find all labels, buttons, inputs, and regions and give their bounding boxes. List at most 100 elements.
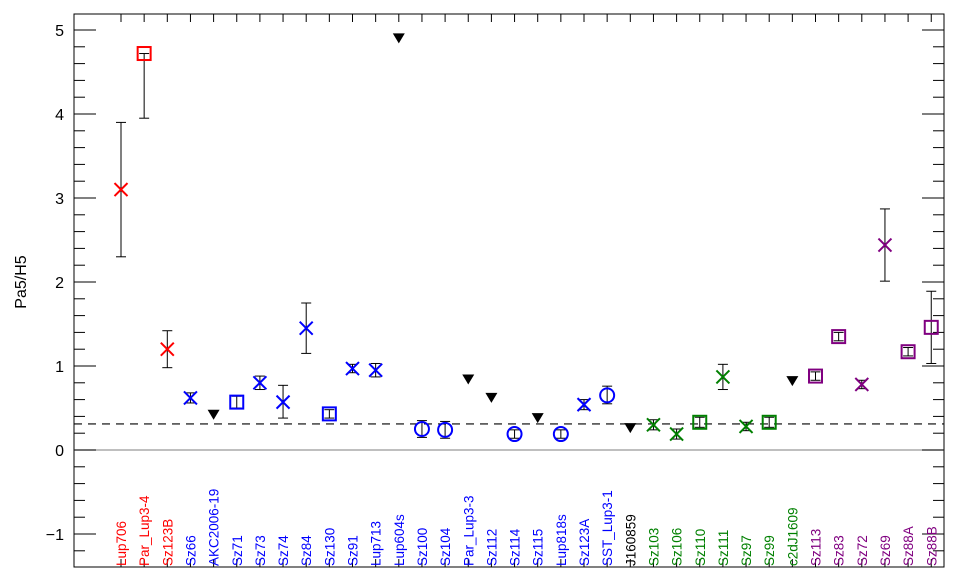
y-tick-label: 1 [55, 359, 64, 376]
data-points [113, 33, 939, 443]
plot-frame [73, 13, 945, 568]
point-x-Sz123B [160, 341, 175, 357]
category-label: Lup713 [369, 521, 384, 566]
point-square-Sz71 [229, 394, 245, 410]
category-label: Sz130 [322, 528, 337, 566]
plot-border [73, 13, 945, 568]
error-bars [116, 53, 937, 440]
upper-limit-marker-c2dJ1609 [786, 376, 799, 387]
point-square-Sz110 [692, 414, 708, 430]
point-x-Sz91 [345, 361, 360, 376]
category-label: c2dJ1609 [785, 507, 800, 566]
point-x-Sz66 [183, 390, 198, 406]
point-x-Sz97 [738, 419, 754, 434]
point-square-Sz130 [321, 406, 337, 422]
point-x-Lup706 [113, 182, 129, 197]
category-label: Sz113 [809, 529, 824, 566]
category-label: Sz103 [646, 528, 661, 566]
category-label: Par_Lup3-4 [137, 495, 152, 566]
point-x-Sz111 [715, 369, 731, 385]
error-bar [416, 420, 427, 438]
y-tick-label: −1 [46, 527, 64, 544]
x-axis-ticks [120, 14, 932, 567]
category-label: Lup706 [114, 521, 129, 566]
error-bar [903, 347, 914, 357]
category-label: Sz115 [531, 529, 546, 566]
upper-limit-marker-Par_Lup3-3 [462, 374, 475, 385]
category-label: Sz114 [508, 528, 523, 566]
category-label: Sz99 [762, 535, 777, 566]
point-x-Lup713 [368, 362, 383, 378]
category-label: Sz123B [160, 519, 175, 566]
category-label: Lup818s [554, 514, 569, 566]
point-square-Sz88A [900, 344, 916, 360]
point-square-Sz113 [808, 368, 823, 384]
category-label: Sz104 [438, 527, 453, 566]
point-circle-Sz114 [506, 426, 523, 443]
point-circle-Lup818s [552, 426, 569, 443]
point-circle-SST_Lup3-1 [599, 387, 616, 404]
y-axis-title: Pa5/H5 [13, 255, 30, 308]
y-tick-label: 0 [55, 443, 64, 460]
category-label: Sz100 [415, 528, 430, 566]
category-labels: Lup706 Par_Lup3-4 Sz123B Sz66 AKC2006-19 Sz71… [114, 489, 939, 566]
category-label: Sz110 [693, 529, 708, 566]
point-square-Par_Lup3-4 [136, 46, 152, 62]
y-tick-label: 3 [55, 191, 64, 208]
category-label: Sz111 [716, 530, 731, 566]
error-bar [139, 53, 150, 119]
upper-limit-marker-Sz115 [531, 413, 544, 424]
category-label: Sz72 [855, 535, 870, 566]
point-x-Sz72 [854, 377, 870, 392]
category-label: Sz88A [901, 526, 916, 566]
y-tick-label: 4 [55, 107, 64, 124]
category-label: Sz71 [230, 535, 245, 566]
category-label: Sz66 [183, 535, 198, 566]
error-bar [926, 290, 937, 364]
y-axis-ticks: −1 0 1 2 3 4 5 [46, 23, 944, 552]
category-label: AKC2006-19 [207, 489, 222, 566]
upper-limit-marker-AKC2006-19 [207, 409, 220, 420]
y-tick-label: 2 [55, 275, 64, 292]
error-bar [231, 395, 242, 409]
point-x-Sz106 [669, 426, 684, 442]
point-x-Sz69 [877, 237, 893, 253]
error-bar [324, 409, 335, 419]
category-label: Sz74 [276, 535, 291, 566]
error-bar [810, 371, 821, 381]
error-bar [833, 331, 844, 342]
point-square-Sz88B [923, 319, 939, 335]
category-label: Sz123A [577, 519, 592, 566]
point-square-Sz83 [831, 329, 847, 345]
y-tick-label: 5 [55, 23, 64, 40]
error-bar [764, 416, 775, 428]
category-label: Sz106 [670, 528, 685, 566]
point-circle-Sz100 [413, 421, 430, 437]
error-bar [440, 420, 451, 439]
upper-limit-marker-Lup604s [392, 33, 405, 44]
point-x-Sz74 [275, 394, 291, 410]
category-label: Sz97 [739, 535, 754, 566]
category-label: Sz112 [484, 529, 499, 566]
category-label: Sz91 [346, 535, 361, 566]
category-label: Sz73 [253, 535, 268, 566]
point-x-Sz123A [576, 397, 592, 412]
category-label: Sz88B [924, 526, 939, 566]
point-square-Sz99 [761, 414, 777, 430]
category-label: Sz69 [878, 535, 893, 566]
category-label: Lup604s [392, 514, 407, 566]
error-bar [509, 429, 520, 439]
point-circle-Sz104 [437, 421, 454, 438]
point-x-Sz84 [298, 320, 314, 336]
reference-lines [74, 423, 944, 451]
point-x-Sz73 [252, 375, 268, 391]
category-label: SST_Lup3-1 [600, 490, 615, 566]
upper-limit-marker-Sz112 [485, 392, 498, 403]
category-label: Par_Lup3-3 [461, 495, 476, 566]
upper-limit-marker-J160859 [624, 423, 637, 434]
category-label: J160859 [623, 514, 638, 566]
error-bar [555, 429, 566, 439]
point-x-Sz103 [646, 417, 661, 433]
error-bar [694, 416, 705, 428]
